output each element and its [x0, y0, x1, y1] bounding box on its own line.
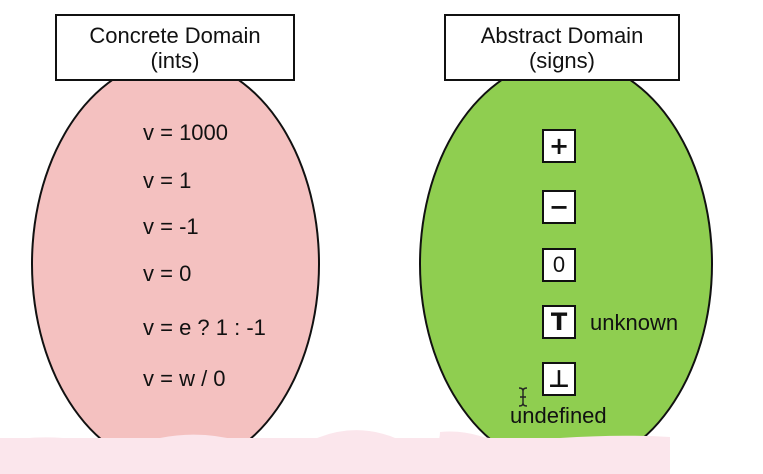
bottom-smear-band [0, 438, 670, 474]
concrete-domain-title: Concrete Domain [89, 22, 261, 48]
concrete-statement: v = 1000 [143, 120, 229, 145]
top-label: unknown [590, 310, 679, 335]
abstract-domain-subtitle: (signs) [528, 47, 595, 73]
sign-bottom: ⊥ [542, 362, 576, 396]
abstract-domain-title-box: Abstract Domain (signs) [444, 14, 680, 81]
sign-top: T [542, 305, 576, 339]
concrete-statement: v = -1 [143, 214, 199, 239]
concrete-statement: v = e ? 1 : -1 [143, 315, 266, 340]
concrete-statement: v = 1 [143, 168, 192, 193]
concrete-statement: v = w / 0 [143, 366, 226, 391]
concrete-domain-subtitle: (ints) [150, 47, 200, 73]
abstract-domain-title: Abstract Domain [480, 22, 644, 48]
concrete-domain-ellipse [31, 58, 320, 470]
text-cursor-icon [518, 387, 528, 407]
sign-minus: − [542, 190, 576, 224]
concrete-domain-title-box: Concrete Domain (ints) [55, 14, 295, 81]
concrete-statement: v = 0 [143, 261, 192, 286]
bottom-label: undefined [510, 403, 607, 428]
sign-plus: + [542, 129, 576, 163]
sign-zero: 0 [542, 248, 576, 282]
